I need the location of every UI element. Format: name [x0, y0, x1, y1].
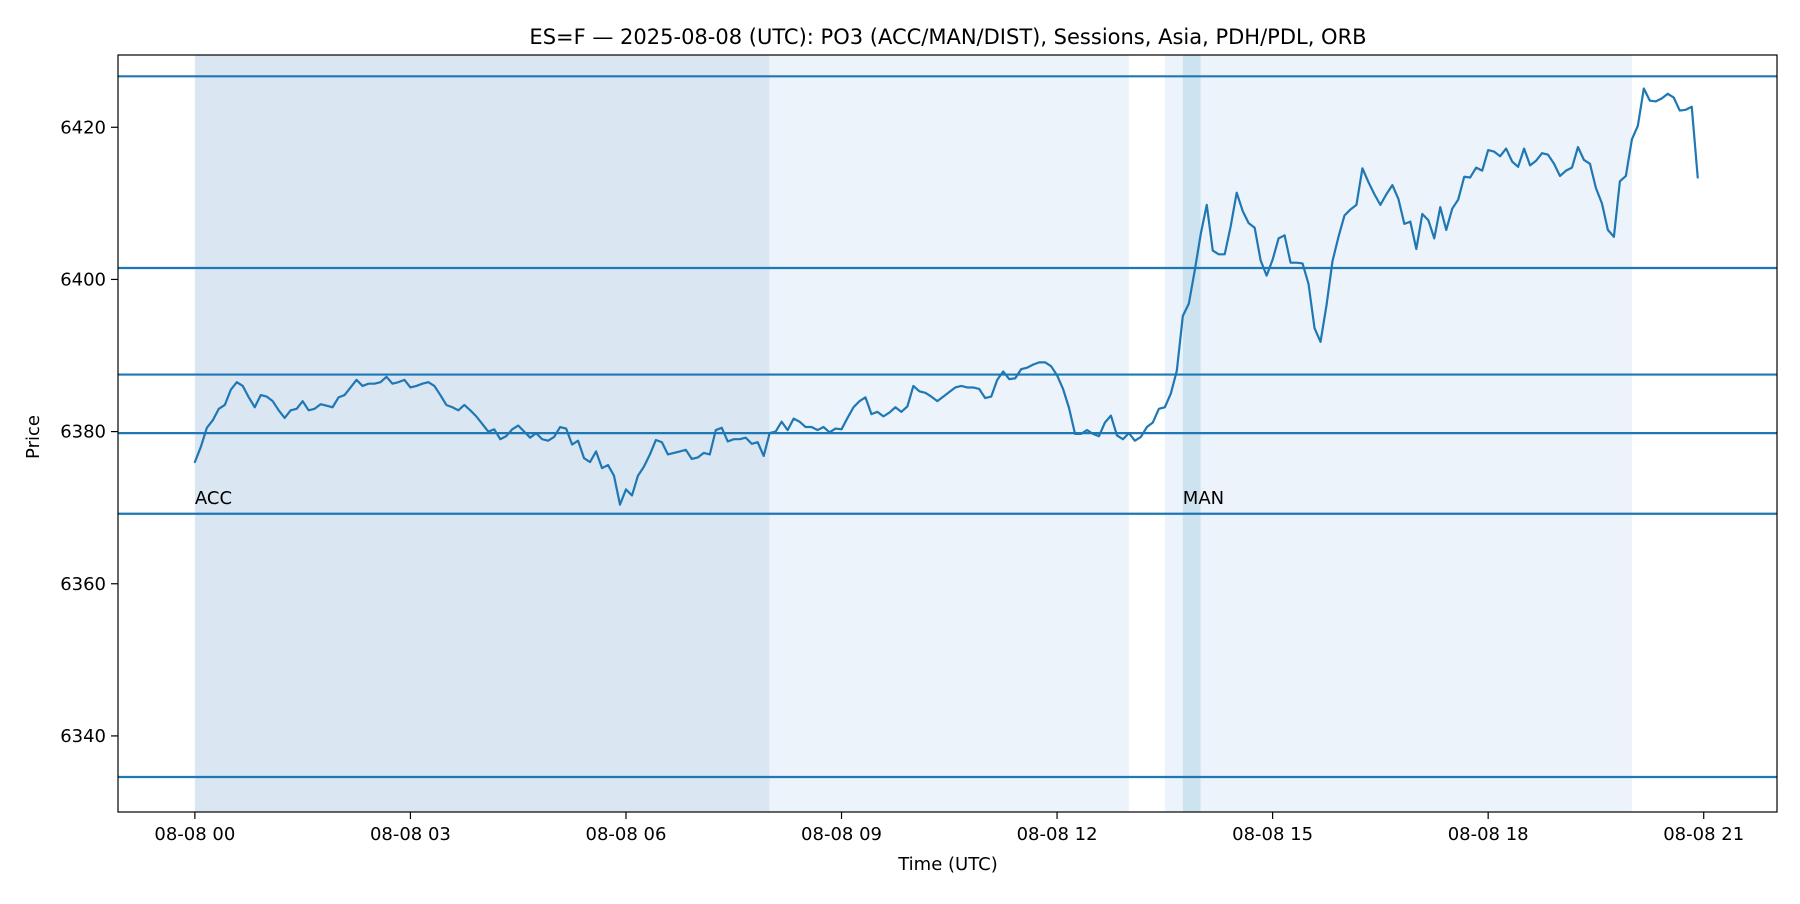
annotations: ACC MAN — [195, 488, 1224, 509]
x-tick-label-1: 08-08 03 — [370, 824, 451, 845]
x-tick-label-2: 08-08 06 — [586, 824, 667, 845]
x-tick-label-3: 08-08 09 — [801, 824, 882, 845]
y-tick-label-2: 6380 — [60, 422, 106, 443]
y-tick-label-1: 6360 — [60, 574, 106, 595]
y-axis-ticks: 6340 6360 6380 6400 6420 — [60, 117, 118, 747]
chart-title: ES=F — 2025-08-08 (UTC): PO3 (ACC/MAN/DI… — [529, 25, 1366, 49]
y-axis-label: Price — [23, 415, 44, 459]
x-tick-label-6: 08-08 18 — [1448, 824, 1529, 845]
y-tick-label-4: 6420 — [60, 117, 106, 138]
x-axis-ticks: 08-08 00 08-08 03 08-08 06 08-08 09 08-08 12… — [154, 812, 1744, 845]
x-tick-label-5: 08-08 15 — [1232, 824, 1313, 845]
plot-frame — [117, 54, 1778, 813]
price-series-line-0 — [193, 87, 1699, 506]
y-tick-label-0: 6340 — [60, 726, 106, 747]
x-tick-label-0: 08-08 00 — [154, 824, 235, 845]
x-axis-label: Time (UTC) — [897, 854, 998, 875]
annotation-man: MAN — [1183, 488, 1224, 509]
x-tick-label-7: 08-08 21 — [1663, 824, 1744, 845]
horizontal-levels — [118, 75, 1777, 779]
price-series-layer — [193, 87, 1699, 506]
x-tick-label-4: 08-08 12 — [1017, 824, 1098, 845]
y-tick-label-3: 6400 — [60, 269, 106, 290]
annotation-acc: ACC — [195, 488, 232, 509]
